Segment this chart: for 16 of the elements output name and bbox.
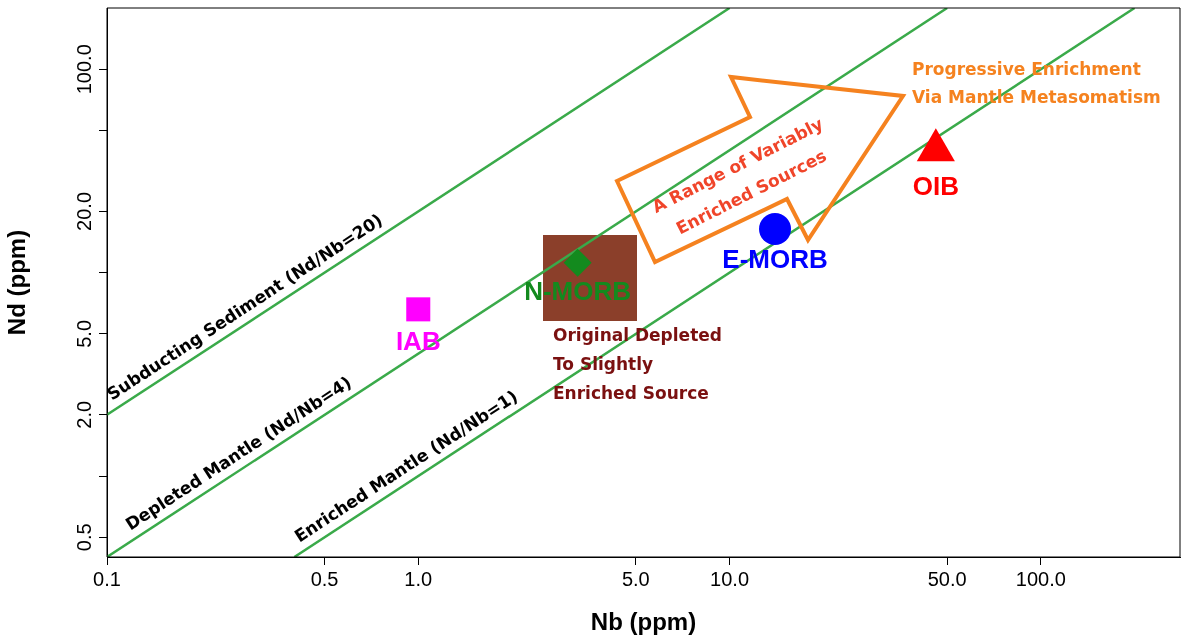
x-tick-label: 100.0 xyxy=(1015,567,1066,590)
y-tick-label: 2.0 xyxy=(72,400,95,429)
x-tick-label: 0.1 xyxy=(93,567,121,590)
y-tick-label: 5.0 xyxy=(72,319,95,348)
y-tick-label: 20.0 xyxy=(72,191,95,231)
x-tick-label: 50.0 xyxy=(927,567,967,590)
x-tick-label: 1.0 xyxy=(404,567,433,590)
y-axis-title: Nd (ppm) xyxy=(3,229,31,336)
x-tick-label: 5.0 xyxy=(621,567,650,590)
y-tick-label: 0.5 xyxy=(72,523,95,552)
y-tick-label: 100.0 xyxy=(72,44,95,95)
x-tick-label: 0.5 xyxy=(310,567,339,590)
series-label: IAB xyxy=(395,325,441,356)
series-label: OIB xyxy=(912,171,959,202)
x-tick-label: 10.0 xyxy=(710,567,750,590)
x-axis-title: Nb (ppm) xyxy=(590,608,697,636)
